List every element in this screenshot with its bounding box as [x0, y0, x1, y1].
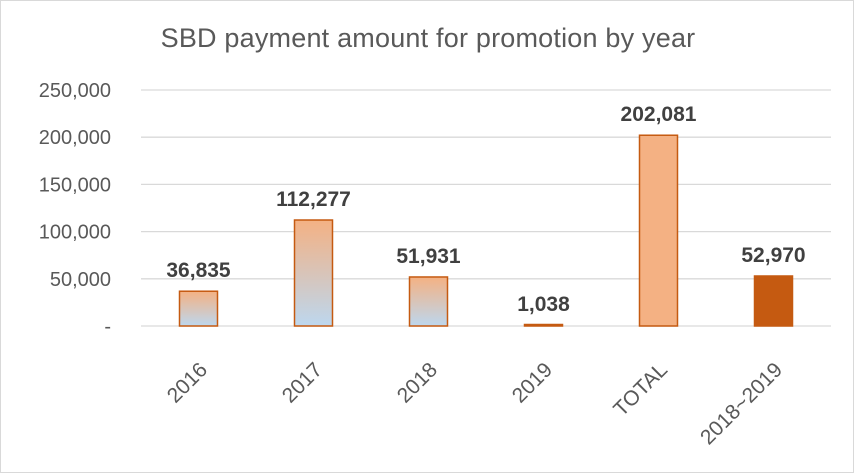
x-tick-label: 2017: [278, 358, 327, 407]
y-tick-label: 200,000: [39, 127, 111, 149]
y-tick-label: 100,000: [39, 222, 111, 244]
bar-total: [638, 134, 679, 327]
data-label: 36,835: [166, 259, 231, 282]
data-label: 51,931: [396, 245, 461, 268]
bar-2018-2019: [753, 275, 794, 327]
y-tick-label: 150,000: [39, 174, 111, 196]
bar-2019: [523, 323, 564, 327]
data-label: 1,038: [517, 293, 570, 316]
bars: [178, 134, 794, 327]
x-tick-label: 2018: [393, 358, 442, 407]
y-tick-label: 250,000: [39, 80, 111, 102]
x-tick-label: TOTAL: [609, 358, 672, 421]
data-label: 112,277: [276, 188, 351, 211]
x-axis: 2016 2017 2018 2019 TOTAL 2018~2019: [163, 358, 787, 449]
y-axis: - 50,000 100,000 150,000 200,000 250,000: [39, 80, 111, 338]
y-tick-label: 50,000: [50, 269, 111, 291]
data-label: 52,970: [741, 244, 805, 267]
x-tick-label: 2019: [508, 358, 557, 407]
data-label: 202,081: [621, 103, 697, 126]
gridlines: [141, 89, 831, 327]
chart-title: SBD payment amount for promotion by year: [160, 23, 696, 53]
bar-2017: [293, 219, 334, 327]
x-tick-label: 2018~2019: [696, 358, 787, 449]
bar-2018: [408, 276, 449, 327]
y-tick-label: -: [104, 316, 111, 338]
x-tick-label: 2016: [163, 358, 212, 407]
bar-2016: [178, 290, 219, 327]
data-labels: 36,835 112,277 51,931 1,038 202,081 52,970: [166, 103, 805, 316]
